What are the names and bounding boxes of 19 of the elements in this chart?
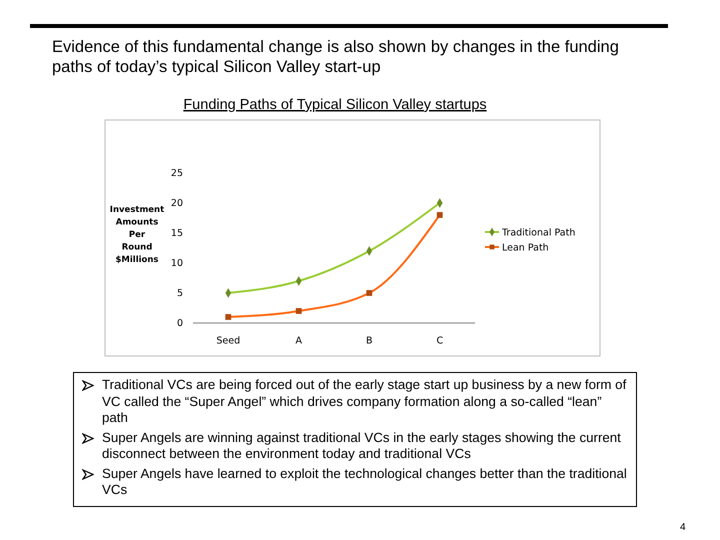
x-tick-label: Seed — [216, 336, 240, 347]
legend-label: Lean Path — [502, 242, 549, 254]
y-axis-title: Investment Amounts Per Round $Millions — [110, 205, 164, 265]
x-tick-label: A — [296, 336, 302, 347]
text: Traditional VCs are being forced out of the early stage start up business by a new form of VC called the “Super Angel” which drives company formation along a so-called “lean” path — [102, 377, 626, 425]
y-tick-label: 25 — [170, 168, 183, 180]
y-tick-label: 0 — [176, 318, 183, 330]
chart-subtitle: Funding Paths of Typical Silicon Valley startups — [183, 97, 487, 113]
y-tick-label: 15 — [170, 228, 183, 240]
legend-label: Traditional Path — [501, 228, 576, 238]
x-tick-label: B — [366, 336, 373, 347]
x-tick-label: C — [436, 336, 444, 347]
y-tick-label: 20 — [170, 198, 183, 210]
chart-title: Evidence of this fundamental change is also shown by changes in the funding paths of today’s typical Silicon Valley start-up — [52, 37, 620, 77]
y-tick-label: 5 — [176, 288, 183, 300]
text: 4 — [680, 522, 686, 533]
text: Super Angels are winning against traditional VCs in the early stages showing the current disconnect between the environment today and traditional VCs — [102, 430, 621, 461]
text: Super Angels have learned to exploit the technological changes better than the traditional VCs — [102, 466, 627, 497]
y-tick-label: 10 — [170, 258, 183, 270]
